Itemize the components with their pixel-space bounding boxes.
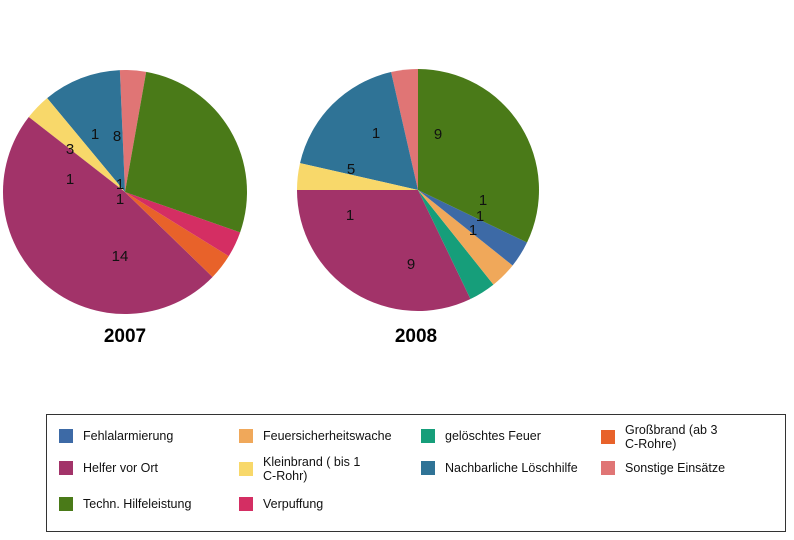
legend-swatch	[59, 461, 73, 475]
slice-label-2007-kleinbrand-bis-1-c-rohr: 1	[66, 171, 74, 188]
legend-swatch	[421, 461, 435, 475]
slice-label-2008-sonstige-einsätze: 1	[372, 125, 380, 142]
chart-legend: Fehlalarmierung Feuersicherheitswache gelö…	[46, 414, 786, 532]
slice-label-2007-techn-hilfeleistung: 8	[113, 128, 121, 145]
pie-slice-2008-fehlalarmierung	[418, 190, 528, 266]
legend-item-feuersicherheitswache: Feuersicherheitswache	[239, 429, 392, 443]
pie-slice-2008-gelöschtes-feuer	[418, 190, 494, 300]
slice-label-2007-großbrand-ab-3-c-rohre: 1	[116, 191, 124, 208]
legend-item-verpuffung: Verpuffung	[239, 497, 323, 511]
legend-item-sonstige-einsätze: Sonstige Einsätze	[601, 461, 725, 475]
pie-slice-2008-nachbarliche-löschhilfe	[300, 72, 418, 190]
legend-label: Feuersicherheitswache	[263, 429, 392, 443]
legend-item-fehlalarmierung: Fehlalarmierung	[59, 429, 173, 443]
pie-slice-2007-nachbarliche-löschhilfe	[47, 70, 125, 192]
slice-label-2007-verpuffung: 1	[116, 176, 124, 193]
pie-slice-2008-sonstige-einsätze	[391, 68, 418, 190]
pie-slice-2008-kleinbrand-bis-1-c-rohr	[297, 163, 418, 190]
legend-swatch	[239, 429, 253, 443]
legend-label: Großbrand (ab 3 C-Rohre)	[625, 423, 718, 451]
legend-item-kleinbrand-bis-1-c-rohr: Kleinbrand ( bis 1 C-Rohr)	[239, 455, 360, 483]
legend-label: gelöschtes Feuer	[445, 429, 541, 443]
legend-swatch	[59, 497, 73, 511]
pie-slice-2008-helfer-vor-ort	[297, 190, 471, 312]
legend-item-großbrand-ab-3-c-rohre: Großbrand (ab 3 C-Rohre)	[601, 423, 717, 451]
legend-label: Helfer vor Ort	[83, 461, 159, 475]
slice-label-2008-nachbarliche-löschhilfe: 5	[347, 161, 355, 178]
legend-item-techn-hilfeleistung: Techn. Hilfeleistung	[59, 497, 191, 511]
slice-label-2008-feuersicherheitswache: 1	[476, 208, 484, 225]
pie-slice-2008-techn-hilfeleistung	[418, 69, 540, 243]
legend-swatch	[239, 497, 253, 511]
legend-item-helfer-vor-ort: Helfer vor Ort	[59, 461, 158, 475]
legend-swatch	[601, 430, 615, 444]
pie-slice-2007-verpuffung	[125, 192, 241, 257]
legend-label: Techn. Hilfeleistung	[83, 497, 192, 511]
slice-label-2008-kleinbrand-bis-1-c-rohr: 1	[346, 207, 354, 224]
legend-label: Kleinbrand ( bis 1 C-Rohr)	[263, 455, 361, 483]
slice-label-2008-gelöschtes-feuer: 1	[469, 222, 477, 239]
pie-slice-2007-techn-hilfeleistung	[125, 71, 248, 233]
slice-label-2007-nachbarliche-löschhilfe: 3	[66, 141, 74, 158]
pie-slice-2007-großbrand-ab-3-c-rohre	[125, 192, 229, 277]
slice-label-2007-sonstige-einsätze: 1	[91, 126, 99, 143]
legend-label: Sonstige Einsätze	[625, 461, 726, 475]
legend-label: Verpuffung	[263, 497, 324, 511]
pie-slice-2007-sonstige-einsätze	[119, 70, 147, 192]
legend-label: Nachbarliche Löschhilfe	[445, 461, 578, 475]
legend-label: Fehlalarmierung	[83, 429, 174, 443]
legend-swatch	[239, 462, 253, 476]
legend-swatch	[601, 461, 615, 475]
legend-swatch	[59, 429, 73, 443]
pie-slice-2008-feuersicherheitswache	[418, 190, 513, 285]
pie-slice-2007-kleinbrand-bis-1-c-rohr	[28, 98, 125, 192]
slice-label-2007-helfer-vor-ort: 14	[112, 248, 129, 265]
pie-slice-2007-helfer-vor-ort	[2, 117, 213, 315]
chart-title-2007: 2007	[104, 326, 146, 347]
legend-item-gelöschtes-feuer: gelöschtes Feuer	[421, 429, 541, 443]
slice-label-2008-helfer-vor-ort: 9	[407, 256, 415, 273]
chart-title-2008: 2008	[395, 326, 437, 347]
slice-label-2008-techn-hilfeleistung: 9	[434, 126, 442, 143]
slice-label-2008-fehlalarmierung: 1	[479, 192, 487, 209]
legend-item-nachbarliche-löschhilfe: Nachbarliche Löschhilfe	[421, 461, 578, 475]
legend-swatch	[421, 429, 435, 443]
